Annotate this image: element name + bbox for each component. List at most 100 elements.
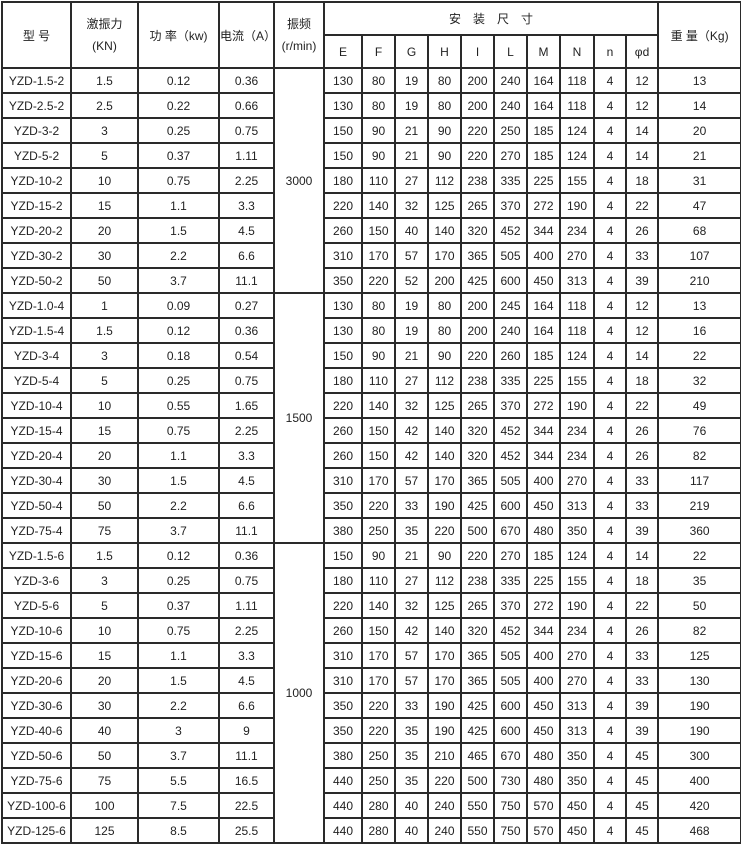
cell-n: 4: [593, 492, 627, 519]
cell-n: 4: [593, 317, 627, 344]
cell-M: 400: [526, 667, 561, 694]
cell-phi-d: 26: [624, 417, 660, 444]
cell-F: 80: [361, 92, 396, 119]
cell-F: 280: [361, 792, 396, 819]
cell-M: 225: [526, 367, 561, 394]
cell-weight: 50: [657, 592, 741, 619]
cell-power: 7.5: [137, 792, 220, 819]
table-row: YZD-50-4 50 2.2 6.6 350 220 33 190 425 600 450 313 4…: [1, 492, 741, 519]
cell-E: 350: [323, 692, 363, 719]
cell-G: 57: [394, 467, 429, 494]
cell-phi-d: 14: [624, 542, 660, 569]
cell-force: 100: [70, 792, 139, 819]
header-dim-9: φd: [624, 34, 660, 69]
cell-weight: 13: [657, 292, 741, 319]
cell-H: 210: [427, 742, 462, 769]
table-row: YZD-125-6 125 8.5 25.5 440 280 40 240 550 750 570 4…: [1, 817, 741, 844]
cell-weight: 68: [657, 217, 741, 244]
cell-n: 4: [593, 242, 627, 269]
cell-I: 465: [460, 742, 495, 769]
cell-N: 155: [559, 567, 595, 594]
cell-E: 150: [323, 142, 363, 169]
cell-L: 370: [493, 192, 528, 219]
cell-n: 4: [593, 117, 627, 144]
cell-L: 452: [493, 617, 528, 644]
cell-phi-d: 22: [624, 192, 660, 219]
cell-E: 220: [323, 592, 363, 619]
cell-M: 344: [526, 617, 561, 644]
cell-N: 118: [559, 92, 595, 119]
cell-power: 1.5: [137, 667, 220, 694]
cell-F: 250: [361, 742, 396, 769]
cell-H: 90: [427, 542, 462, 569]
cell-H: 190: [427, 717, 462, 744]
cell-force: 5: [70, 367, 139, 394]
header-frequency: 振频 (r/min): [273, 1, 325, 69]
cell-G: 35: [394, 767, 429, 794]
table-row: YZD-1.5-6 1.5 0.12 0.36 1000 150 90 21 90 220 270 1…: [1, 542, 741, 844]
cell-L: 452: [493, 417, 528, 444]
cell-current: 4.5: [218, 667, 275, 694]
cell-force: 20: [70, 442, 139, 469]
cell-force: 50: [70, 742, 139, 769]
header-dim-7: N: [559, 34, 595, 69]
cell-F: 90: [361, 342, 396, 369]
cell-current: 9: [218, 717, 275, 744]
cell-L: 270: [493, 142, 528, 169]
cell-L: 240: [493, 92, 528, 119]
cell-N: 270: [559, 642, 595, 669]
table-row: YZD-3-2 3 0.25 0.75 150 90 21 90 220 250 185 124 4 14…: [1, 117, 741, 144]
cell-power: 0.09: [137, 292, 220, 319]
cell-F: 170: [361, 667, 396, 694]
table-row: YZD-15-4 15 0.75 2.25 260 150 42 140 320 452 344 23…: [1, 417, 741, 444]
cell-M: 450: [526, 717, 561, 744]
cell-weight: 125: [657, 642, 741, 669]
header-dim-0: E: [323, 34, 363, 69]
cell-n: 4: [593, 817, 627, 844]
cell-F: 140: [361, 392, 396, 419]
cell-F: 250: [361, 517, 396, 544]
cell-current: 11.1: [218, 517, 275, 544]
cell-power: 1.1: [137, 642, 220, 669]
table-row: YZD-100-6 100 7.5 22.5 440 280 40 240 550 750 570 4…: [1, 792, 741, 819]
header-force-unit: (KN): [92, 39, 117, 53]
cell-weight: 420: [657, 792, 741, 819]
cell-N: 270: [559, 467, 595, 494]
header-frequency-unit: (r/min): [281, 39, 317, 53]
cell-current: 2.25: [218, 167, 275, 194]
cell-M: 450: [526, 492, 561, 519]
header-dim-3: H: [427, 34, 462, 69]
cell-force: 20: [70, 217, 139, 244]
cell-model: YZD-15-2: [1, 192, 72, 219]
cell-E: 260: [323, 617, 363, 644]
cell-I: 265: [460, 192, 495, 219]
cell-phi-d: 22: [624, 592, 660, 619]
cell-H: 125: [427, 592, 462, 619]
cell-weight: 47: [657, 192, 741, 219]
cell-F: 140: [361, 592, 396, 619]
cell-current: 22.5: [218, 792, 275, 819]
cell-I: 320: [460, 417, 495, 444]
cell-G: 32: [394, 192, 429, 219]
cell-M: 164: [526, 92, 561, 119]
cell-L: 750: [493, 792, 528, 819]
cell-M: 570: [526, 792, 561, 819]
cell-L: 750: [493, 817, 528, 844]
cell-current: 3.3: [218, 192, 275, 219]
cell-F: 170: [361, 467, 396, 494]
cell-phi-d: 39: [624, 517, 660, 544]
cell-current: 6.6: [218, 492, 275, 519]
cell-G: 40: [394, 817, 429, 844]
cell-model: YZD-40-6: [1, 717, 72, 744]
table-row: YZD-5-4 5 0.25 0.75 180 110 27 112 238 335 225 155 4…: [1, 367, 741, 394]
cell-phi-d: 39: [624, 692, 660, 719]
cell-current: 1.65: [218, 392, 275, 419]
cell-N: 190: [559, 192, 595, 219]
cell-L: 600: [493, 492, 528, 519]
cell-phi-d: 33: [624, 642, 660, 669]
cell-force: 3: [70, 117, 139, 144]
cell-force: 5: [70, 142, 139, 169]
cell-model: YZD-5-2: [1, 142, 72, 169]
cell-G: 35: [394, 517, 429, 544]
cell-I: 365: [460, 667, 495, 694]
